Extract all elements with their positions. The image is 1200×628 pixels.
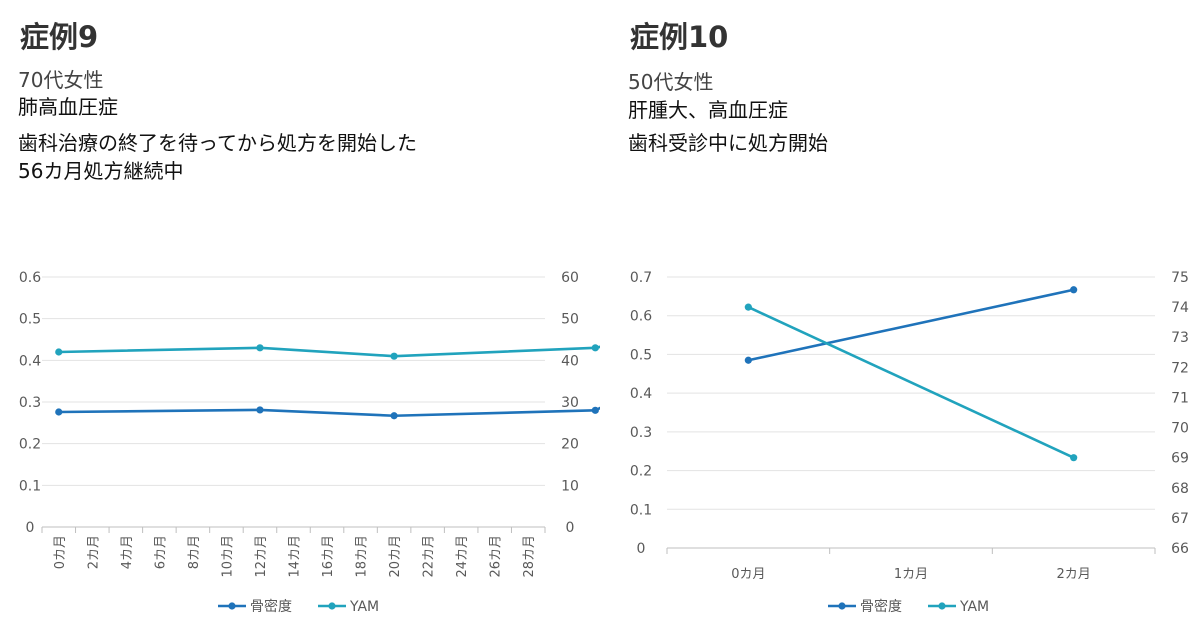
case-title: 症例9	[20, 20, 99, 54]
y-right-tick-label: 73	[1171, 330, 1189, 346]
y-right-tick-label: 30	[561, 395, 579, 411]
yam-point	[256, 344, 264, 352]
y-left-tick-label: 0.6	[19, 270, 41, 286]
legend-label: YAM	[349, 599, 379, 615]
y-left-tick-label: 0.5	[630, 347, 652, 363]
legend-swatch-marker	[838, 602, 846, 610]
legend-label: 骨密度	[250, 598, 292, 615]
x-tick-label: 1カ月	[894, 567, 928, 582]
yam-point	[744, 303, 752, 311]
y-left-tick-label: 0.4	[630, 386, 652, 402]
y-right-tick-label: 75	[1171, 270, 1189, 286]
bone-density-series-line	[58, 406, 600, 418]
y-right-tick-label: 40	[561, 353, 579, 369]
x-tick-label: 0カ月	[53, 535, 68, 569]
y-right-tick-label: 10	[561, 478, 579, 494]
diagnosis: 肺高血圧症	[18, 95, 118, 119]
y-left-tick-label: 0.2	[630, 464, 652, 480]
y-right-tick-label: 67	[1171, 511, 1189, 527]
x-tick-label: 18カ月	[355, 535, 370, 578]
bone-density-point	[256, 406, 264, 414]
y-left-tick-label: 0.2	[19, 437, 41, 453]
y-right-tick-label: 60	[561, 270, 579, 286]
x-tick-label: 14カ月	[288, 535, 303, 578]
y-left-tick-label: 0.4	[19, 353, 41, 369]
yam-point	[390, 352, 398, 360]
x-tick-label: 26カ月	[489, 535, 504, 578]
case-panel-right: 症例10 50代女性 肝腫大、高血圧症 歯科受診中に処方開始 0 0.1 0.2 0.…	[610, 0, 1200, 628]
patient-profile: 70代女性	[18, 68, 104, 92]
y-right-tick-label: 71	[1171, 390, 1189, 406]
legend-label: YAM	[959, 599, 989, 615]
x-tick-label: 8カ月	[187, 535, 202, 569]
y-left-tick-label: 0	[637, 541, 646, 557]
bone-density-point	[55, 408, 63, 416]
x-tick-label: 6カ月	[153, 535, 168, 569]
y-right-tick-label: 20	[561, 437, 579, 453]
bone-density-point	[1070, 286, 1078, 294]
y-right-tick-label: 68	[1171, 481, 1189, 497]
y-left-tick-label: 0	[26, 520, 35, 536]
treatment-note: 歯科治療の終了を待ってから処方を開始した	[18, 131, 417, 155]
bone-density-point	[591, 406, 599, 414]
y-left-tick-label: 0.3	[19, 395, 41, 411]
case-title: 症例10	[630, 20, 729, 54]
bone-density-point	[744, 356, 752, 364]
y-right-tick-label: 69	[1171, 451, 1189, 467]
legend-swatch-marker	[938, 602, 946, 610]
y-left-tick-label: 0.7	[630, 270, 652, 286]
y-right-tick-label: 70	[1171, 421, 1189, 437]
line-chart-case10: 0 0.1 0.2 0.3 0.4 0.5 0.6 0.7 66 67 68 69 70 71 72 73 74…	[630, 270, 1189, 615]
y-right-tick-label: 72	[1171, 360, 1189, 376]
legend-label: 骨密度	[860, 598, 902, 615]
legend-swatch-marker	[328, 602, 336, 610]
duration-note: 56カ月処方継続中	[18, 159, 184, 183]
treatment-note: 歯科受診中に処方開始	[628, 131, 828, 155]
y-right-tick-label: 50	[561, 312, 579, 328]
x-tick-label: 2カ月	[86, 535, 101, 569]
x-tick-label: 0カ月	[731, 567, 765, 582]
x-tick-label: 2カ月	[1057, 567, 1091, 582]
yam-series-line	[58, 345, 600, 358]
legend-swatch-marker	[228, 602, 236, 610]
x-tick-label: 10カ月	[220, 535, 235, 578]
yam-point	[55, 348, 63, 356]
x-tick-label: 28カ月	[522, 535, 537, 578]
bone-density-point	[390, 412, 398, 420]
y-right-tick-label: 0	[566, 520, 575, 536]
yam-series-line	[747, 305, 1075, 459]
bone-density-series-line	[748, 288, 1074, 362]
y-left-tick-label: 0.5	[19, 312, 41, 328]
yam-point	[1070, 454, 1078, 462]
y-left-tick-label: 0.6	[630, 309, 652, 325]
x-tick-label: 4カ月	[120, 535, 135, 569]
patient-profile: 50代女性	[628, 70, 714, 94]
x-tick-label: 24カ月	[455, 535, 470, 578]
y-left-tick-label: 0.1	[630, 502, 652, 518]
line-chart-case9: 0 0.1 0.2 0.3 0.4 0.5 0.6 0 10 20 30 40 50 60 0カ月 2カ月 4カ…	[19, 270, 600, 615]
diagnosis: 肝腫大、高血圧症	[628, 98, 788, 122]
y-right-tick-label: 66	[1171, 541, 1189, 557]
y-right-tick-label: 74	[1171, 300, 1189, 316]
x-tick-label: 12カ月	[254, 535, 269, 578]
y-left-tick-label: 0.3	[630, 425, 652, 441]
y-left-tick-label: 0.1	[19, 478, 41, 494]
x-tick-label: 16カ月	[321, 535, 336, 578]
case-panel-left: 症例9 70代女性 肺高血圧症 歯科治療の終了を待ってから処方を開始した 56カ…	[18, 20, 600, 615]
yam-point	[591, 344, 599, 352]
x-tick-label: 22カ月	[422, 535, 437, 578]
x-tick-label: 20カ月	[388, 535, 403, 578]
